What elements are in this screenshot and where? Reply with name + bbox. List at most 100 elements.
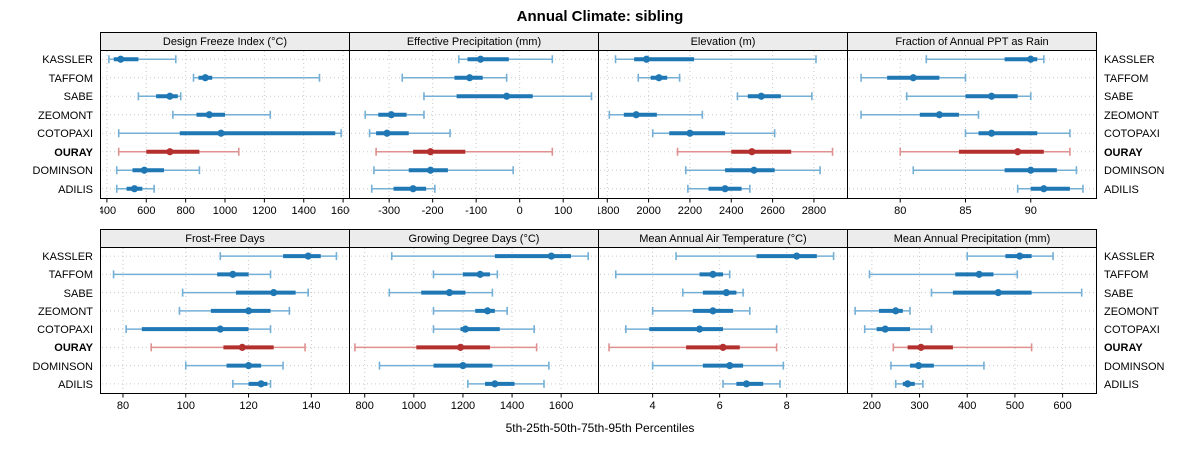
series-kassler [457, 55, 554, 64]
median-dot [387, 111, 395, 119]
site-label-adilis: ADILIS [1104, 378, 1139, 391]
median-dot [632, 111, 640, 119]
series-dominson [373, 166, 514, 175]
tick-label: 140 [302, 400, 320, 412]
x-axis: -300 -200 -100 0 100 [378, 198, 572, 217]
site-label-adilis: ADILIS [58, 183, 93, 196]
tick-label: -100 [465, 205, 487, 217]
site-label-taffom: TAFFOM [1104, 269, 1149, 282]
site-label-taffom: TAFFOM [48, 72, 93, 85]
series-sabe [681, 288, 744, 297]
site-label-zeomont: ZEOMONT [38, 305, 93, 318]
median-dot [695, 325, 704, 333]
series-kassler [108, 55, 177, 64]
median-dot [476, 270, 484, 278]
median-dot [216, 325, 224, 333]
plot-background [847, 247, 1097, 394]
series-zeomont [432, 306, 508, 315]
series-kassler [219, 252, 338, 261]
tick-label: 800 [356, 400, 374, 412]
site-label-cotopaxi: COTOPAXI [37, 324, 93, 337]
tick-label: 120 [239, 400, 257, 412]
median-dot [975, 270, 983, 278]
median-dot [892, 307, 900, 315]
tick-label: 100 [177, 400, 195, 412]
tick-label: 80 [117, 400, 129, 412]
tick-label: -300 [378, 205, 400, 217]
median-dot [426, 166, 435, 174]
median-dot [244, 362, 253, 370]
plot-background [847, 50, 1097, 199]
series-dominson [115, 166, 201, 175]
tick-label: 1200 [252, 205, 276, 217]
x-axis: 800 1000 1200 1400 1600 [356, 393, 573, 412]
median-dot [166, 148, 174, 156]
series-taffom [112, 270, 272, 279]
median-dot [721, 185, 729, 193]
series-adilis [115, 184, 155, 193]
series-adilis [370, 184, 436, 193]
median-dot [456, 343, 465, 351]
panel-row-bottom: KASSLER TAFFOM SABE ZEOMONT COTOPAXI OURAY DOM… [0, 229, 1200, 415]
series-ouray [608, 343, 778, 352]
tick-label: 1000 [402, 400, 426, 412]
series-sabe [137, 92, 182, 101]
site-labels-right-bottom: KASSLER TAFFOM SABE ZEOMONT COTOPAXI OURAY DOM… [1097, 229, 1200, 394]
site-label-taffom: TAFFOM [48, 269, 93, 282]
tick-label: 600 [1053, 400, 1071, 412]
series-cotopaxi [964, 129, 1071, 138]
plot-background [100, 50, 350, 199]
series-taffom [401, 73, 508, 82]
gridlines [351, 51, 597, 197]
series-cotopaxi [432, 325, 535, 334]
plot-background [598, 247, 848, 394]
panel-title: Growing Degree Days (°C) [409, 233, 540, 245]
site-label-adilis: ADILIS [1104, 183, 1139, 196]
site-label-zeomont: ZEOMONT [1104, 305, 1159, 318]
median-dot [201, 74, 209, 82]
median-dot [742, 380, 751, 388]
gridlines [849, 248, 1095, 392]
site-label-sabe: SABE [63, 91, 93, 104]
median-dot [1014, 148, 1022, 156]
series-adilis [1016, 184, 1084, 193]
panel-growing-degree-days-c: Growing Degree Days (°C) 800 1000 1200 1400 1… [349, 229, 599, 412]
series-kassler [966, 252, 1054, 261]
series-taffom [614, 270, 731, 279]
tick-label: 1600 [331, 205, 350, 217]
tick-label: 1600 [549, 400, 573, 412]
panel-fraction-of-annual-ppt-as-rain: Fraction of Annual PPT as Rain 80 85 90 [847, 32, 1097, 217]
tick-label: 200 [863, 400, 881, 412]
series-zeomont [364, 110, 425, 119]
median-dot [1027, 55, 1035, 63]
series-cotopaxi [625, 325, 778, 334]
site-label-adilis: ADILIS [58, 378, 93, 391]
site-label-ouray: OURAY [54, 146, 93, 159]
series-dominson [651, 361, 785, 370]
median-dot [244, 307, 253, 315]
panel-title: Mean Annual Air Temperature (°C) [639, 233, 806, 245]
series-cotopaxi [125, 325, 272, 334]
x-axis: 80 85 90 [894, 198, 1037, 217]
series-ouray [354, 343, 538, 352]
series-taffom [432, 270, 499, 279]
median-dot [409, 185, 417, 193]
median-dot [722, 289, 730, 297]
series-kassler [390, 252, 589, 261]
series-cotopaxi [651, 129, 776, 138]
series-ouray [150, 343, 306, 352]
series-adilis [467, 379, 545, 388]
median-dot [166, 92, 174, 100]
median-dot [130, 185, 139, 193]
median-dot [383, 129, 391, 137]
median-dot [476, 55, 485, 63]
site-label-sabe: SABE [1104, 91, 1134, 104]
page-title: Annual Climate: sibling [516, 8, 684, 25]
series-ouray [117, 147, 240, 156]
site-label-dominson: DOMINSON [1104, 360, 1165, 373]
tick-label: 1800 [598, 205, 620, 217]
median-dot [459, 362, 467, 370]
panel-title: Mean Annual Precipitation (mm) [894, 233, 1051, 245]
median-dot [238, 343, 246, 351]
